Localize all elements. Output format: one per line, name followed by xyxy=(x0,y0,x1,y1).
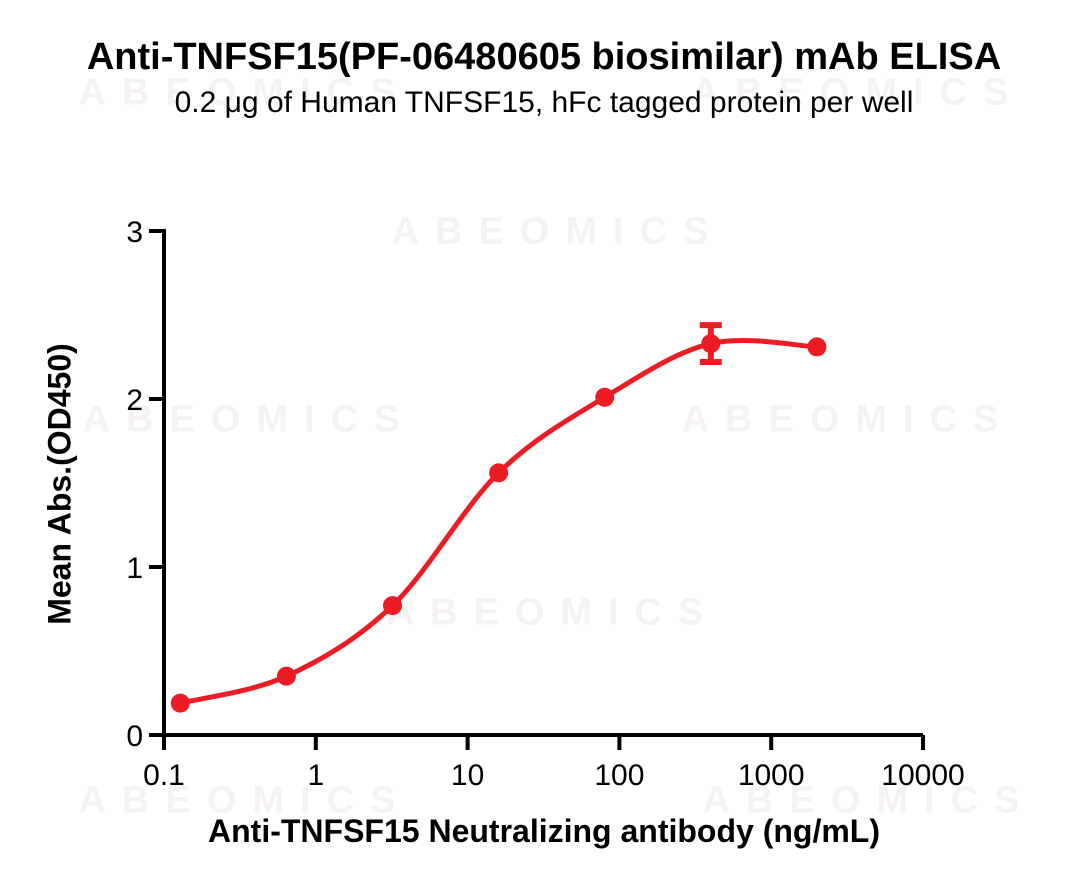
watermark-text: ABEOMICS xyxy=(681,398,1015,441)
data-point xyxy=(807,337,827,357)
watermark-text: ABEOMICS xyxy=(702,779,1036,822)
watermark-text: ABEOMICS xyxy=(82,398,416,441)
chart-subtitle: 0.2 μg of Human TNFSF15, hFc tagged prot… xyxy=(174,86,914,119)
watermark-text: ABEOMICS xyxy=(78,71,412,114)
watermark-text: ABEOMICS xyxy=(78,779,412,822)
fit-curve xyxy=(177,337,820,706)
data-point xyxy=(595,387,615,407)
data-point xyxy=(489,463,509,483)
data-point xyxy=(276,666,296,686)
chart-title: Anti-TNFSF15(PF-06480605 biosimilar) mAb… xyxy=(86,36,1002,78)
data-point xyxy=(383,596,402,616)
y-tick-label: 0 xyxy=(126,720,143,753)
axes-line xyxy=(162,229,923,737)
x-tick-label: 1000 xyxy=(738,759,805,792)
x-tick-label: 100 xyxy=(594,759,644,792)
watermark-text: ABEOMICS xyxy=(386,591,720,634)
x-axis-label: Anti-TNFSF15 Neutralizing antibody (ng/m… xyxy=(208,813,880,849)
x-tick-label: 10 xyxy=(451,759,484,792)
x-tick-label: 1 xyxy=(307,759,324,792)
watermark-text: ABEOMICS xyxy=(691,71,1025,114)
y-tick-label: 3 xyxy=(126,216,143,249)
y-tick-label: 1 xyxy=(126,552,143,585)
y-axis-label: Mean Abs.(OD450) xyxy=(41,343,78,625)
watermark-text: ABEOMICS xyxy=(391,210,725,253)
x-tick-label: 0.1 xyxy=(143,759,185,792)
data-point xyxy=(701,334,721,354)
x-tick-label: 10000 xyxy=(881,759,964,792)
data-point xyxy=(170,693,190,713)
y-tick-label: 2 xyxy=(126,384,143,417)
